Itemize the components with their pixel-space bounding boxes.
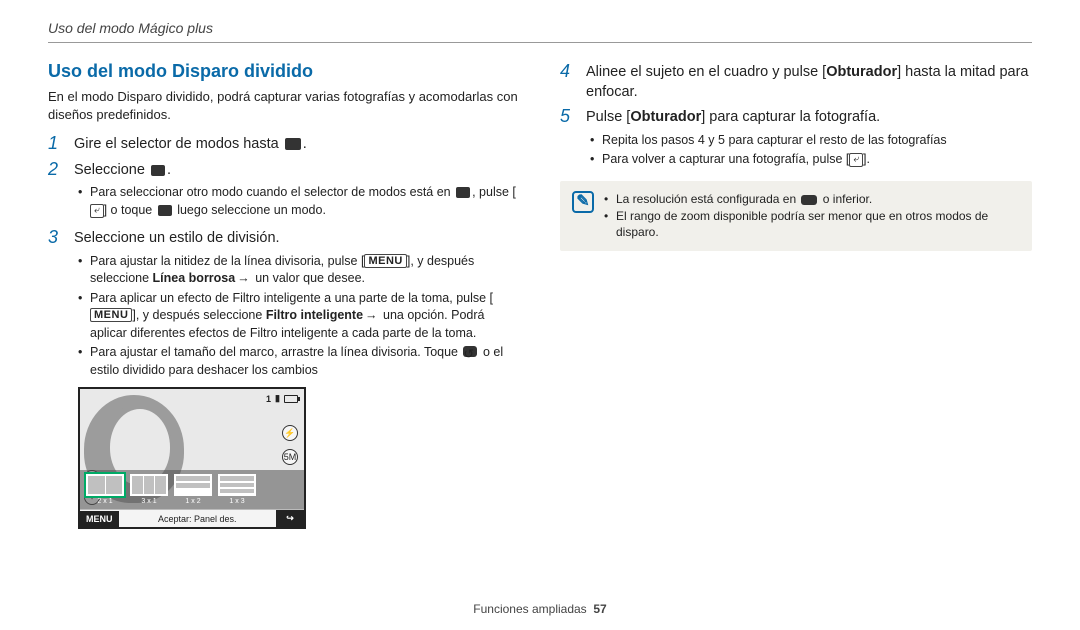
t: Para ajustar la nitidez de la línea divi… [90, 254, 364, 268]
t: o inferior. [819, 192, 872, 206]
left-column: Uso del modo Disparo dividido En el modo… [48, 61, 520, 529]
page-header: Uso del modo Mágico plus [48, 20, 1032, 43]
bold: Línea borrosa [153, 271, 236, 285]
menu-icon: MENU [90, 308, 132, 322]
back-icon: ⤶ [90, 204, 104, 218]
step-text: Gire el selector de modos hasta . [74, 135, 307, 155]
t: Pulse [ [586, 109, 630, 125]
step-text: Seleccione un estilo de división. [74, 229, 280, 249]
thumb-3x1[interactable]: 3 x 1 [130, 474, 168, 505]
bullet-item: Para seleccionar otro modo cuando el sel… [78, 184, 520, 219]
note-box: ✎ La resolución está configurada en o in… [560, 181, 1032, 251]
note-icon: ✎ [572, 191, 594, 213]
note-list: La resolución está configurada en o infe… [604, 191, 1020, 241]
step-number: 2 [48, 159, 64, 181]
t: luego seleccione un modo. [174, 203, 326, 217]
menu-button[interactable]: MENU [80, 511, 119, 527]
bullet-item: Repita los pasos 4 y 5 para capturar el … [590, 132, 1032, 150]
step3-subbullets: Para ajustar la nitidez de la línea divi… [78, 253, 520, 380]
thumb-label: 1 x 3 [229, 498, 244, 505]
forward-button[interactable]: ↪ [276, 510, 304, 527]
bullet-item: Para aplicar un efecto de Filtro intelig… [78, 290, 520, 343]
step-number: 5 [560, 106, 576, 128]
menu-icon: MENU [364, 254, 406, 268]
arrow-icon: → [237, 271, 250, 285]
t: ] o toque [104, 203, 156, 217]
t: Para aplicar un efecto de Filtro intelig… [90, 291, 493, 305]
bold: Filtro inteligente [266, 308, 363, 322]
resolution-icon [801, 195, 817, 205]
thumb-label: 3 x 1 [141, 498, 156, 505]
note-item: La resolución está configurada en o infe… [604, 191, 1020, 208]
step-number: 4 [560, 61, 576, 102]
bottom-bar: MENU Aceptar: Panel des. ↪ [80, 509, 304, 527]
sd-icon: ▮ [275, 393, 280, 404]
top-indicators: 1 ▮ [266, 393, 298, 404]
note-item: El rango de zoom disponible podría ser m… [604, 208, 1020, 242]
right-column: 4 Alinee el sujeto en el cuadro y pulse … [560, 61, 1032, 529]
page-footer: Funciones ampliadas 57 [0, 602, 1080, 616]
layout-thumbs: 2 x 1 3 x 1 1 x 2 1 x 3 [80, 470, 304, 509]
content-columns: Uso del modo Disparo dividido En el modo… [48, 61, 1032, 529]
footer-label: Funciones ampliadas [473, 602, 586, 616]
t: Alinee el sujeto en el cuadro y pulse [ [586, 64, 826, 80]
bold: Obturador [826, 64, 897, 80]
thumb-label: 2 x 1 [97, 498, 112, 505]
t: ] para capturar la fotografía. [701, 109, 880, 125]
thumb-label: 1 x 2 [185, 498, 200, 505]
split-shot-icon [151, 165, 165, 176]
t: un valor que desee. [252, 271, 365, 285]
t: ]. [863, 152, 870, 166]
flash-icon: ⚡ [282, 425, 298, 441]
intro-text: En el modo Disparo dividido, podrá captu… [48, 88, 520, 123]
bold: Obturador [630, 109, 701, 125]
step-text: Seleccione . [74, 161, 171, 181]
camera-illustration: 1 ▮ ◉ ✦ ⚡ 5M 2 x 1 3 x 1 [78, 387, 306, 529]
step-5: 5 Pulse [Obturador] para capturar la fot… [560, 106, 1032, 128]
bullet-item: Para ajustar el tamaño del marco, arrast… [78, 344, 520, 379]
bullet-item: Para volver a capturar una fotografía, p… [590, 151, 1032, 169]
section-title: Uso del modo Disparo dividido [48, 61, 520, 82]
thumb-1x2[interactable]: 1 x 2 [174, 474, 212, 505]
redo-icon: ↺ [463, 346, 477, 357]
step-number: 3 [48, 227, 64, 249]
step-text: Pulse [Obturador] para capturar la fotog… [586, 108, 880, 128]
battery-icon [284, 395, 298, 403]
shot-screen: 1 ▮ ◉ ✦ ⚡ 5M 2 x 1 3 x 1 [80, 389, 304, 509]
step-4: 4 Alinee el sujeto en el cuadro y pulse … [560, 61, 1032, 102]
step-number: 1 [48, 133, 64, 155]
back-icon: ⤶ [849, 153, 863, 167]
page-number: 57 [593, 602, 606, 616]
t: La resolución está configurada en [616, 192, 799, 206]
t: Para seleccionar otro modo cuando el sel… [90, 185, 454, 199]
mode-icon [158, 205, 172, 216]
t: ], y después seleccione [132, 308, 265, 322]
step-3: 3 Seleccione un estilo de división. [48, 227, 520, 249]
t: Para ajustar el tamaño del marco, arrast… [90, 345, 461, 359]
accept-label: Aceptar: Panel des. [119, 511, 277, 527]
hair-graphic [108, 405, 176, 441]
step-2: 2 Seleccione . [48, 159, 520, 181]
shot-count: 1 [266, 394, 271, 404]
mode-dial-icon [285, 138, 301, 150]
step5-subbullets: Repita los pasos 4 y 5 para capturar el … [590, 132, 1032, 169]
mode-dial-icon [456, 187, 470, 198]
step-1: 1 Gire el selector de modos hasta . [48, 133, 520, 155]
step1-text: Gire el selector de modos hasta [74, 136, 283, 152]
step-text: Alinee el sujeto en el cuadro y pulse [O… [586, 63, 1032, 102]
t: Para volver a capturar una fotografía, p… [602, 152, 849, 166]
thumb-1x3[interactable]: 1 x 3 [218, 474, 256, 505]
step2-subbullets: Para seleccionar otro modo cuando el sel… [78, 184, 520, 219]
t: , pulse [ [472, 185, 516, 199]
step2-text: Seleccione [74, 162, 149, 178]
thumb-2x1[interactable]: 2 x 1 [86, 474, 124, 505]
arrow-icon: → [365, 308, 378, 322]
bullet-item: Para ajustar la nitidez de la línea divi… [78, 253, 520, 288]
size-icon: 5M [282, 449, 298, 465]
